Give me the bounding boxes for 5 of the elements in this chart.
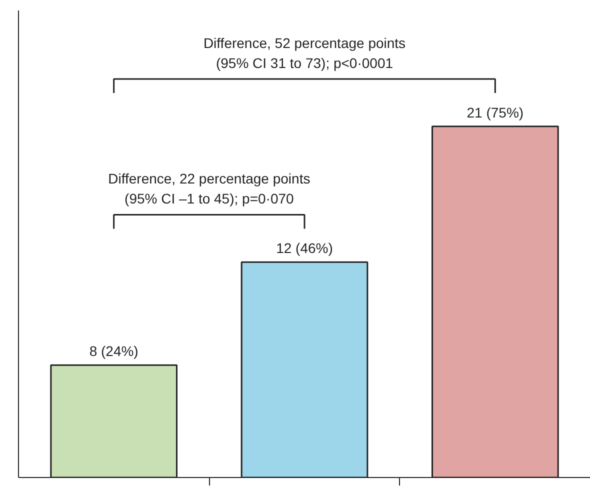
text: Difference, 52 percentage points (95% CI 31 to 73); p<0·0001 <box>203 34 406 71</box>
data-label: 12 (46%) <box>276 240 333 256</box>
data-label: 21 (75%) <box>466 104 524 120</box>
data-label: 8 (24%) <box>89 343 138 360</box>
annotation: Difference, 22 percentage points (95% CI –1 to 45); p=0·070 <box>108 170 310 207</box>
